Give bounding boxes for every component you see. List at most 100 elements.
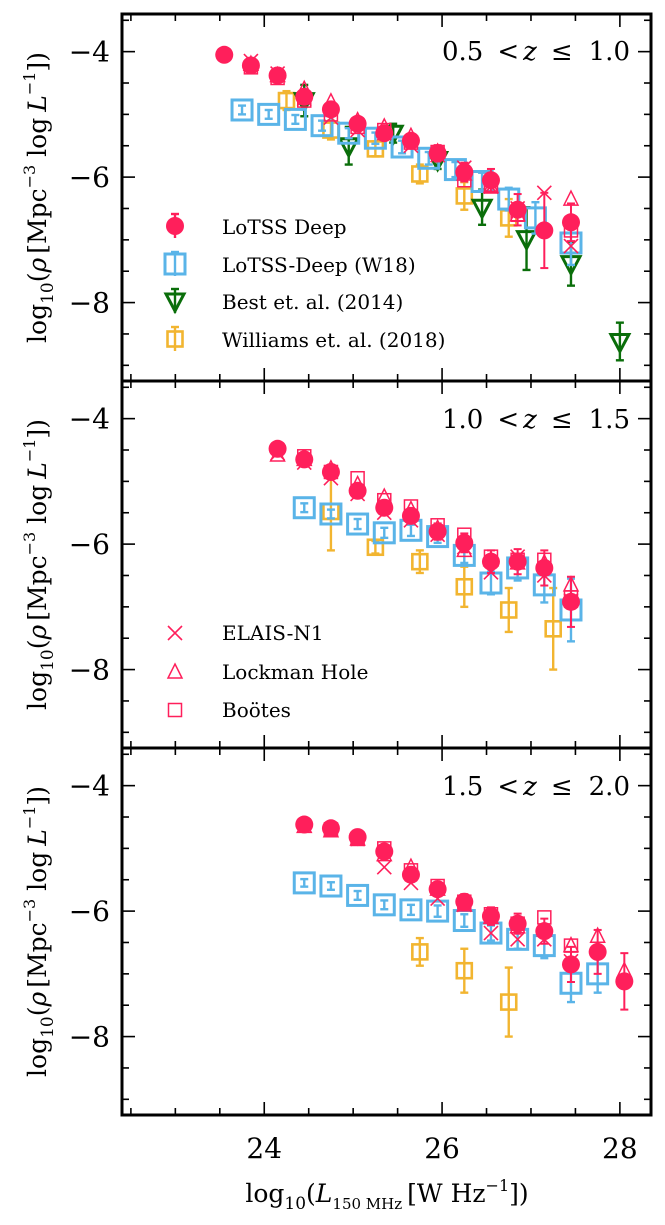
series-lotss bbox=[295, 815, 634, 1011]
lotss-point-11 bbox=[535, 558, 554, 577]
lotss-point-8 bbox=[455, 533, 474, 552]
panel-frame-1 bbox=[120, 12, 653, 383]
lotss-point-5 bbox=[321, 100, 340, 119]
series-elais bbox=[270, 445, 579, 609]
lotss-point-9 bbox=[508, 914, 527, 933]
lotss-point-4 bbox=[295, 87, 314, 106]
ticks-panel-3 bbox=[122, 748, 651, 1115]
best-point-6 bbox=[515, 230, 539, 252]
williams-point-2 bbox=[455, 961, 474, 980]
lotss-point-10 bbox=[508, 552, 527, 571]
best-point-5 bbox=[470, 198, 494, 221]
x-tick-label: 24 bbox=[246, 1132, 282, 1165]
lotss-point-2 bbox=[241, 56, 260, 75]
w18-point-1 bbox=[292, 496, 316, 520]
williams-point-6 bbox=[544, 620, 563, 638]
y-axis-title-panel-2: log10(ρ[Mpc−3logL−1]) bbox=[20, 419, 58, 710]
lotss-point-3 bbox=[348, 828, 367, 847]
ticks-panel-2 bbox=[122, 381, 651, 748]
legend-symbol-elais bbox=[167, 625, 183, 641]
legend-label-williams: Williams et. al. (2018) bbox=[222, 328, 445, 352]
w18-point-2 bbox=[257, 102, 281, 126]
lotss-point-13 bbox=[615, 972, 634, 991]
y-tick-label: −4 bbox=[69, 770, 110, 803]
y-tick-label: −6 bbox=[69, 528, 110, 561]
z-range-label-panel-2: 1.0 < z ≤1.5 bbox=[442, 405, 630, 435]
lotss-point-11 bbox=[481, 171, 500, 190]
w18-point-4 bbox=[310, 114, 334, 138]
elais-point-3 bbox=[376, 859, 392, 875]
legend-marker-best bbox=[163, 287, 187, 315]
lotss-point-6 bbox=[401, 506, 420, 525]
legend-label-lockman: Lockman Hole bbox=[222, 660, 368, 684]
lotss-point-13 bbox=[535, 221, 554, 240]
legend-datasets: LoTSS Deep LoTSS-Deep (W18) Best et. al.… bbox=[163, 212, 445, 352]
panel-2: −4 −6 −8 bbox=[69, 379, 653, 750]
y-tick-label: −8 bbox=[69, 1021, 110, 1054]
legend-marker-lotss bbox=[166, 212, 184, 238]
plot-area-panel-3 bbox=[292, 815, 634, 1038]
plot-area-panel-1 bbox=[215, 45, 632, 362]
legend-marker-lockman bbox=[166, 662, 184, 679]
w18-point-4 bbox=[372, 893, 396, 917]
legend-symbol-williams bbox=[166, 330, 184, 348]
w18-point-1 bbox=[230, 98, 254, 122]
williams-point-5 bbox=[455, 187, 474, 205]
lotss-point-14 bbox=[561, 213, 580, 232]
legend-fields: ELAIS-N1 Lockman Hole Boötes bbox=[166, 621, 368, 722]
elais-point-13 bbox=[563, 238, 579, 254]
legend-marker-bootes bbox=[167, 702, 183, 718]
legend-symbol-best bbox=[163, 292, 187, 315]
lotss-point-12 bbox=[561, 592, 580, 611]
y-tick-label: −6 bbox=[69, 161, 110, 194]
lotss-point-8 bbox=[481, 907, 500, 926]
y-tick-label: −4 bbox=[69, 403, 110, 436]
y-axis-title-panel-1: log10(ρ[Mpc−3logL−1]) bbox=[20, 52, 58, 343]
legend-label-lotss: LoTSS Deep bbox=[222, 215, 347, 239]
y-axis-titles: log10(ρ[Mpc−3logL−1]) log10(ρ[Mpc−3logL−1… bbox=[20, 52, 58, 1077]
williams-point-5 bbox=[499, 601, 518, 619]
series-w18 bbox=[230, 98, 583, 267]
lotss-point-3 bbox=[268, 66, 287, 85]
legend-marker-williams bbox=[166, 325, 184, 351]
w18-point-5 bbox=[399, 898, 423, 922]
williams-point-3 bbox=[411, 552, 429, 571]
panel-3: −4 −6 −8 24 26 28 bbox=[69, 746, 653, 1165]
y-tick-label: −8 bbox=[69, 654, 110, 687]
legend-marker-w18 bbox=[163, 250, 187, 276]
w18-point-2 bbox=[319, 502, 343, 526]
legend-symbol-bootes bbox=[167, 702, 183, 718]
lotss-point-6 bbox=[428, 880, 447, 899]
ticks-panel-1 bbox=[122, 14, 651, 381]
x-tick-label: 28 bbox=[602, 1132, 638, 1165]
elais-point-7 bbox=[483, 925, 499, 941]
w18-point-4 bbox=[372, 521, 396, 545]
w18-point-6 bbox=[426, 899, 450, 923]
lotss-point-7 bbox=[375, 124, 394, 143]
legend-label-bootes: Boötes bbox=[222, 698, 291, 722]
lotss-point-1 bbox=[215, 45, 234, 64]
w18-point-1 bbox=[292, 871, 316, 895]
lotss-point-9 bbox=[481, 552, 500, 571]
lotss-point-2 bbox=[295, 450, 314, 469]
y-axis-title-panel-3: log10(ρ[Mpc−3logL−1]) bbox=[20, 786, 58, 1077]
lotss-point-12 bbox=[588, 942, 607, 961]
series-w18 bbox=[292, 871, 610, 1004]
z-range-label-panel-3: 1.5 < z ≤2.0 bbox=[442, 772, 630, 802]
panels: −4 −6 −8 −4 −6 −8 −4 −6 −8 24 26 28 bbox=[69, 12, 653, 1165]
y-tick-label: −4 bbox=[69, 36, 110, 69]
legend-label-w18: LoTSS-Deep (W18) bbox=[222, 253, 416, 277]
y-tick-label: −6 bbox=[69, 895, 110, 928]
lotss-point-2 bbox=[321, 819, 340, 838]
legend-label-elais: ELAIS-N1 bbox=[222, 621, 324, 645]
x-axis-title: log10(L150 MHz [W Hz−1]) bbox=[245, 1176, 528, 1214]
lotss-point-4 bbox=[348, 481, 367, 500]
legend-symbol-w18 bbox=[163, 252, 187, 276]
williams-point-3 bbox=[499, 993, 518, 1011]
panel-frame-3 bbox=[120, 746, 653, 1117]
w18-point-3 bbox=[346, 883, 370, 907]
lotss-point-10 bbox=[455, 163, 474, 182]
elais-point-8 bbox=[510, 931, 526, 947]
z-range-label-panel-1: 0.5 < z ≤1.0 bbox=[442, 37, 630, 67]
